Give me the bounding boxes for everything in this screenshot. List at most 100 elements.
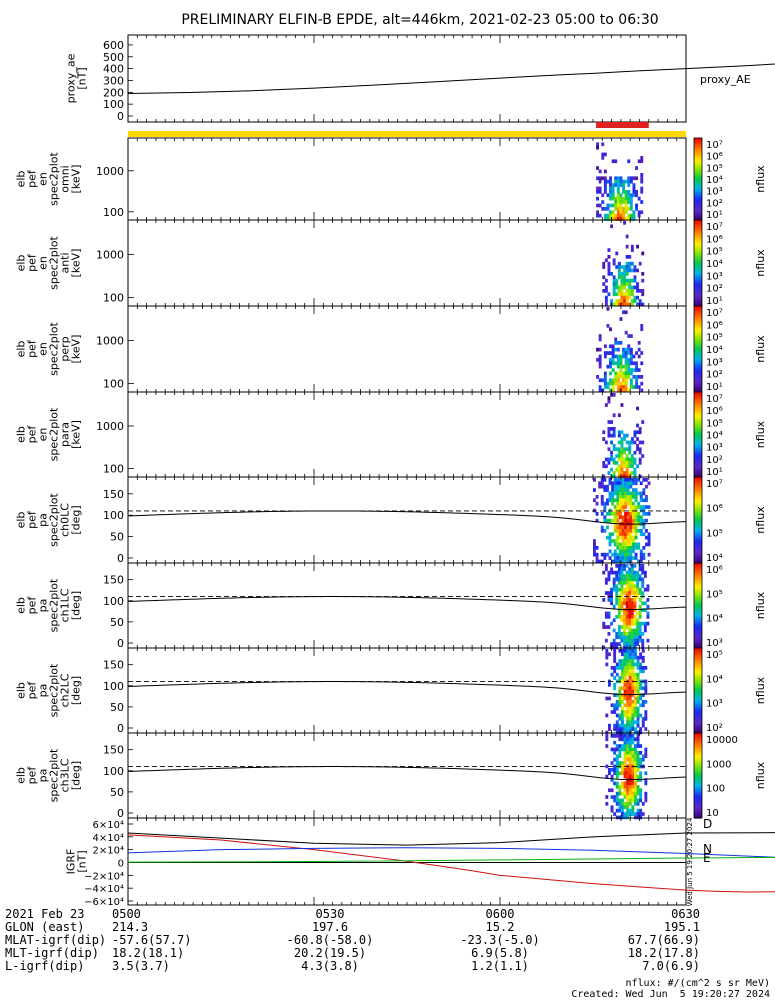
spectrogram-cell [619, 508, 622, 513]
spectrogram-cell [603, 518, 607, 523]
spectrogram-cell [621, 662, 624, 667]
spectrogram-cell [606, 324, 610, 328]
spectrogram-cell [639, 652, 643, 657]
spectrogram-cell [604, 464, 608, 469]
spectrogram-cell [636, 591, 639, 595]
spectrogram-cell [634, 778, 637, 782]
colorbar-segment [694, 673, 702, 677]
spectrogram-cell [621, 808, 624, 813]
spectrogram-cell [628, 471, 632, 475]
spectrogram-cell [619, 484, 622, 489]
colorbar-segment [694, 735, 702, 738]
science-zone-bar [128, 122, 686, 137]
spectrogram-cell [608, 768, 611, 772]
spectrogram-cell [603, 552, 607, 557]
spectrogram-cell [612, 258, 616, 263]
colorbar-segment [694, 385, 702, 389]
spectrogram-cell [634, 529, 638, 533]
spectrogram-cell [626, 717, 630, 721]
colorbar-segment [694, 807, 702, 811]
spectrogram-cell [624, 529, 628, 533]
spectrogram-cell [633, 268, 637, 273]
colorbar-segment [694, 243, 702, 247]
colorbar-segment [694, 329, 702, 333]
spectrogram-cell [626, 484, 630, 489]
colorbar-segment [694, 241, 702, 245]
spectrogram-cell [636, 584, 639, 589]
colorbar-tick-label: 1000 [706, 759, 731, 770]
spectrogram-cell [610, 761, 614, 765]
colorbar-segment [694, 716, 702, 719]
spectrogram-cell [604, 302, 608, 307]
spectrogram-cell [641, 292, 645, 297]
spectrogram-cell [604, 299, 608, 303]
spectrogram-cell [634, 798, 637, 803]
spectrogram-cell [636, 778, 640, 782]
spectrogram-cell [623, 567, 626, 572]
spectrogram-cell [630, 461, 634, 465]
spectrogram-cell [601, 207, 605, 211]
spectrogram-cell [603, 484, 607, 489]
spectrogram-cell [610, 747, 614, 752]
spectrogram-cell [639, 703, 643, 708]
spectrogram-cell [629, 515, 633, 520]
spectrogram-cell [640, 388, 644, 393]
colorbar-segment [694, 616, 702, 619]
spectrogram-cell [604, 457, 608, 462]
colorbar-segment [694, 624, 702, 628]
spectrogram-cell [602, 282, 606, 286]
spectrogram-cell [641, 717, 645, 721]
spectrogram-cell [631, 723, 635, 728]
colorbar-segment [694, 737, 702, 740]
colorbar-segment [694, 665, 702, 668]
colorbar-segment [694, 513, 702, 517]
colorbar-segment [694, 601, 702, 604]
spectrogram-cell [626, 559, 630, 564]
spectrogram-cell [619, 361, 623, 366]
spectrogram-cell [634, 785, 637, 789]
colorbar-tick-label: 10⁵ [706, 247, 723, 258]
spectrogram-cell [605, 655, 609, 660]
colorbar-segment [694, 726, 702, 730]
spectrogram-cell [613, 649, 617, 653]
spectrogram-cell [608, 696, 611, 701]
spectrogram-cell [641, 700, 645, 704]
spectrogram-cell [626, 710, 630, 714]
colorbar-segment [694, 743, 702, 747]
spectrogram-cell [619, 488, 622, 492]
spectrogram-cell [611, 190, 615, 194]
spectrogram-cell [622, 354, 625, 359]
spectrogram-cell [615, 798, 619, 803]
spectrogram-cell [642, 491, 646, 496]
spectrogram-cell [617, 642, 621, 646]
colorbar-segment [694, 355, 702, 359]
spectrogram-cell [623, 587, 626, 592]
spectrogram-cell [625, 471, 629, 475]
spectrogram-cell [641, 659, 645, 663]
spectrogram-cell [615, 713, 619, 718]
colorbar-segment [694, 197, 702, 201]
spectrogram-cell [638, 461, 642, 465]
spectrogram-cell [619, 210, 623, 215]
spectrogram-cell [628, 604, 632, 609]
colorbar-segment [694, 209, 702, 213]
spectrogram-cell [626, 549, 630, 554]
spectrogram-cell [620, 570, 624, 575]
spectrogram-cell [604, 638, 608, 643]
spectrogram-cell [624, 515, 628, 520]
spectrogram-cell [608, 723, 611, 728]
colorbar-tick-label: 10¹ [706, 296, 723, 307]
spectrogram-cell [624, 546, 628, 550]
spectrogram-cell [633, 618, 637, 623]
spectrogram-cell [631, 703, 635, 708]
spectrogram-cell [621, 676, 624, 680]
spectrogram-cell [621, 501, 625, 506]
spectrogram-cell [633, 608, 637, 612]
spectrogram-cell [635, 351, 638, 355]
spectrogram-cell [623, 295, 626, 300]
colorbar-segment [694, 288, 702, 292]
spectrogram-cell [630, 598, 634, 602]
spectrogram-cell [629, 203, 633, 208]
spectrogram-cell [634, 771, 637, 776]
colorbar-segment [694, 260, 702, 264]
